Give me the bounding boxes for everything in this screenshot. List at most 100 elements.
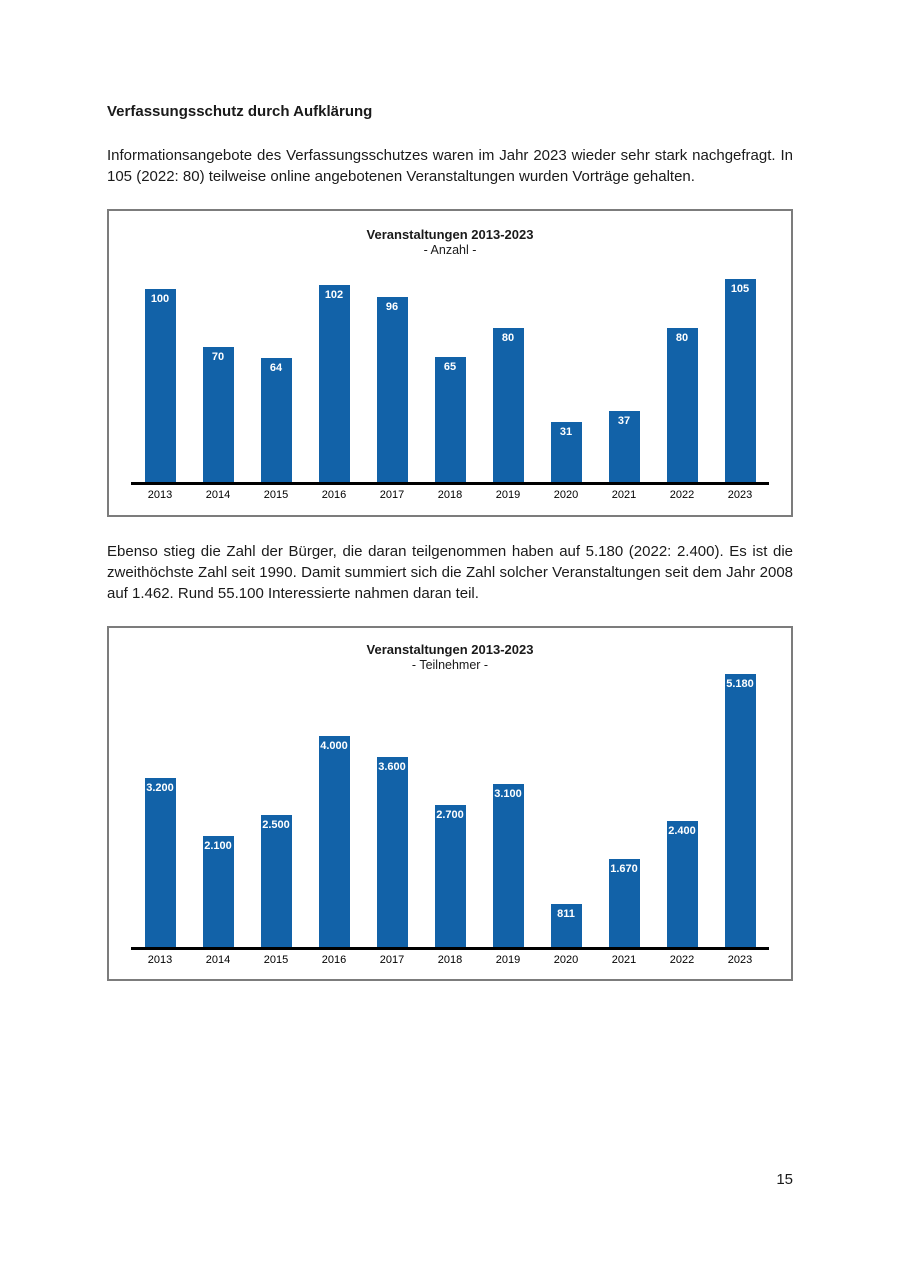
bar-group-2014: 2.100 [189, 673, 247, 947]
bar-value-label: 31 [559, 426, 573, 439]
bar-group-2017: 3.600 [363, 673, 421, 947]
bar-value-label: 3.100 [494, 787, 522, 800]
bar-value-label: 80 [675, 331, 689, 344]
x-axis-label: 2016 [321, 489, 347, 501]
x-axis-line [131, 482, 769, 485]
plot-area: 3.200 2.100 2.500 4.000 3.600 2.700 3.100 811 1.… [131, 673, 769, 947]
bar-2014: 70 [202, 346, 234, 482]
bar-2019: 80 [492, 327, 524, 482]
paragraph-teilnehmer: Ebenso stieg die Zahl der Bürger, die da… [107, 543, 793, 602]
bar-group-2016: 4.000 [305, 673, 363, 947]
x-axis-label: 2017 [379, 954, 405, 966]
bar-value-label: 102 [324, 289, 344, 302]
bar-value-label: 96 [385, 300, 399, 313]
x-axis-label: 2022 [669, 489, 695, 501]
bar-value-label: 105 [730, 283, 750, 296]
bar-group-2022: 2.400 [653, 673, 711, 947]
x-axis-label: 2018 [437, 954, 463, 966]
bar-2022: 2.400 [666, 820, 698, 947]
bar-value-label: 4.000 [320, 740, 348, 753]
x-axis-label: 2020 [553, 489, 579, 501]
bar-group-2020: 31 [537, 258, 595, 482]
bar-value-label: 2.400 [668, 824, 696, 837]
bar-value-label: 2.500 [262, 819, 290, 832]
bar-2013: 100 [144, 288, 176, 482]
bar-group-2015: 2.500 [247, 673, 305, 947]
x-axis-label: 2018 [437, 489, 463, 501]
bar-2013: 3.200 [144, 778, 176, 947]
bar-2021: 1.670 [608, 859, 640, 947]
bar-2015: 64 [260, 358, 292, 482]
bar-group-2013: 3.200 [131, 673, 189, 947]
section-heading: Verfassungsschutz durch Aufklärung [107, 103, 373, 120]
bar-value-label: 80 [501, 331, 515, 344]
bar-value-label: 5.180 [726, 678, 754, 691]
x-axis-label: 2013 [147, 489, 173, 501]
bar-group-2018: 2.700 [421, 673, 479, 947]
bar-2023: 5.180 [724, 674, 756, 947]
bar-2015: 2.500 [260, 815, 292, 947]
x-axis-label: 2014 [205, 489, 231, 501]
x-axis-label: 2013 [147, 954, 173, 966]
bar-value-label: 3.200 [146, 782, 174, 795]
chart-subtitle: - Teilnehmer - [411, 658, 489, 672]
bar-2017: 3.600 [376, 757, 408, 947]
x-axis-label: 2019 [495, 489, 521, 501]
bar-value-label: 100 [150, 292, 170, 305]
bar-group-2020: 811 [537, 673, 595, 947]
x-axis-labels: 2013 2014 2015 2016 2017 2018 2019 2020 2021 2022… [131, 954, 769, 966]
x-axis-label: 2023 [727, 489, 753, 501]
bar-2020: 31 [550, 422, 582, 482]
bar-2017: 96 [376, 296, 408, 482]
bar-2016: 4.000 [318, 736, 350, 947]
bar-2020: 811 [550, 904, 582, 947]
bar-group-2018: 65 [421, 258, 479, 482]
chart-veranstaltungen-anzahl: Veranstaltungen 2013-2023 - Anzahl - 100… [107, 209, 793, 517]
bar-value-label: 64 [269, 362, 283, 375]
bar-group-2014: 70 [189, 258, 247, 482]
chart-subtitle: - Anzahl - [423, 243, 477, 257]
plot-area: 100 70 64 102 96 65 80 31 37 80 105 [131, 258, 769, 482]
bar-value-label: 37 [617, 414, 631, 427]
x-axis-label: 2021 [611, 489, 637, 501]
bar-2019: 3.100 [492, 783, 524, 947]
paragraph-intro: Informationsangebote des Verfassungsschu… [107, 147, 793, 185]
bar-group-2023: 105 [711, 258, 769, 482]
x-axis-label: 2017 [379, 489, 405, 501]
x-axis-label: 2015 [263, 954, 289, 966]
bar-2022: 80 [666, 327, 698, 482]
bar-group-2023: 5.180 [711, 673, 769, 947]
chart-title: Veranstaltungen 2013-2023 [366, 642, 534, 657]
x-axis-label: 2019 [495, 954, 521, 966]
x-axis-label: 2016 [321, 954, 347, 966]
bar-group-2019: 80 [479, 258, 537, 482]
bar-group-2021: 1.670 [595, 673, 653, 947]
page-number: 15 [776, 1171, 793, 1188]
x-axis-label: 2015 [263, 489, 289, 501]
x-axis-label: 2021 [611, 954, 637, 966]
bar-2014: 2.100 [202, 836, 234, 947]
bar-value-label: 65 [443, 360, 457, 373]
bar-2018: 65 [434, 356, 466, 482]
bar-value-label: 2.700 [436, 808, 464, 821]
bar-2016: 102 [318, 285, 350, 482]
bar-group-2019: 3.100 [479, 673, 537, 947]
x-axis-labels: 2013 2014 2015 2016 2017 2018 2019 2020 2021 2022… [131, 489, 769, 501]
x-axis-label: 2023 [727, 954, 753, 966]
bar-group-2016: 102 [305, 258, 363, 482]
bar-value-label: 70 [211, 350, 225, 363]
bar-2021: 37 [608, 410, 640, 482]
bar-group-2022: 80 [653, 258, 711, 482]
bar-group-2021: 37 [595, 258, 653, 482]
x-axis-label: 2022 [669, 954, 695, 966]
x-axis-label: 2020 [553, 954, 579, 966]
x-axis-label: 2014 [205, 954, 231, 966]
bar-value-label: 811 [557, 908, 575, 921]
bar-2018: 2.700 [434, 804, 466, 947]
bar-group-2013: 100 [131, 258, 189, 482]
bar-value-label: 3.600 [378, 761, 406, 774]
page-content: Verfassungsschutz durch Aufklärung Infor… [107, 0, 793, 981]
x-axis-line [131, 947, 769, 950]
bar-group-2015: 64 [247, 258, 305, 482]
bar-2023: 105 [724, 279, 756, 482]
